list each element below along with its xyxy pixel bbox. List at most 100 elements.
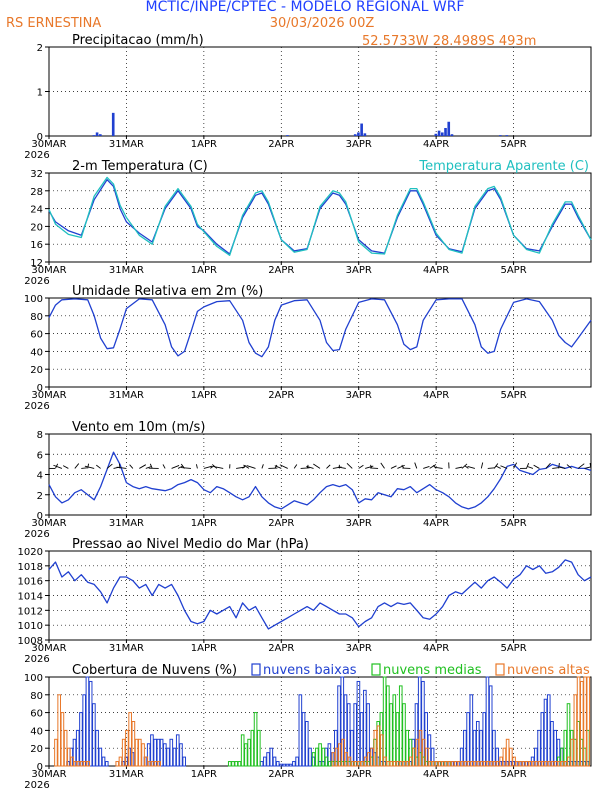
precip-bar: [360, 123, 363, 136]
clouds-bar: [544, 761, 549, 767]
clouds-bar: [256, 729, 261, 767]
temp-xtick-label: 1APR: [191, 265, 217, 276]
clouds-bar: [515, 761, 520, 767]
clouds-bar: [147, 761, 152, 767]
clouds-bar: [272, 756, 277, 767]
clouds-bar: [373, 729, 378, 767]
clouds-bar: [554, 761, 558, 767]
clouds-bar: [473, 761, 478, 767]
clouds-bar: [466, 712, 470, 767]
clouds-bar: [182, 756, 187, 767]
wind-barb: [513, 462, 518, 469]
clouds-bar: [476, 761, 481, 767]
clouds-bar: [483, 761, 487, 767]
wind-barb: [62, 465, 69, 469]
wind-barb: [432, 464, 437, 469]
precip-bar: [357, 132, 360, 136]
precip-bar: [363, 133, 367, 136]
clouds-bar: [412, 747, 416, 767]
clouds-bar: [244, 743, 248, 767]
wind-barb: [243, 464, 250, 469]
wind-barb: [558, 462, 560, 469]
cloud-legend-label: nuvens medias: [383, 663, 482, 678]
clouds-bar: [376, 725, 381, 767]
wind-barb: [326, 464, 331, 469]
wind-xtick-label: 5APR: [500, 518, 526, 529]
clouds-bar: [383, 756, 387, 767]
wind-barb: [390, 465, 397, 469]
clouds-bar: [402, 761, 407, 767]
wind-xtick-label: 2APR: [268, 518, 294, 529]
wind-barb: [480, 462, 484, 469]
clouds-bar: [70, 756, 74, 767]
clouds-bar: [263, 756, 267, 767]
clouds-bar: [166, 747, 170, 767]
wind-barb: [338, 466, 346, 469]
precip-bar: [444, 127, 447, 136]
clouds-bar: [247, 738, 251, 767]
clouds-bar: [282, 763, 287, 767]
wind-barb: [313, 463, 321, 469]
wind-barb: [87, 463, 89, 469]
pressure-xtick-label: 5APR: [500, 643, 526, 654]
clouds-bar: [486, 761, 491, 767]
wind-barb: [552, 467, 560, 469]
wind-barb: [434, 466, 443, 469]
wind-barb: [279, 464, 288, 469]
clouds-year-label: 2026: [24, 780, 49, 791]
wind-barb: [81, 467, 88, 469]
clouds-bar: [266, 752, 270, 767]
clouds-bar: [95, 729, 99, 767]
clouds-bar: [405, 729, 410, 767]
clouds-bar: [86, 761, 91, 767]
clouds-bar: [434, 761, 439, 767]
precip-bar: [111, 112, 115, 136]
clouds-bar: [295, 756, 299, 767]
clouds-bar: [418, 729, 423, 767]
clouds-bar: [363, 756, 368, 767]
clouds-bar: [60, 712, 65, 767]
wind-barb: [358, 464, 364, 469]
pressure-title: Pressao ao Nivel Medio do Mar (hPa): [72, 537, 309, 552]
clouds-title: Cobertura de Nuvens (%): [72, 663, 237, 678]
precip-bar: [286, 135, 289, 136]
clouds-bar: [505, 738, 510, 767]
clouds-bar: [472, 729, 477, 767]
clouds-bar: [382, 676, 387, 767]
wind-barb: [464, 465, 469, 469]
clouds-bar: [104, 761, 109, 767]
wind-barb: [213, 466, 224, 469]
pressure-xtick-label: 3APR: [346, 643, 372, 654]
clouds-bar: [525, 761, 529, 767]
wind-barb: [526, 463, 530, 469]
clouds-bar: [324, 756, 329, 767]
clouds-bar: [144, 756, 149, 767]
clouds-bar: [469, 694, 474, 767]
wind-barb: [455, 466, 463, 469]
clouds-bar: [85, 676, 90, 767]
clouds-bar: [359, 712, 364, 767]
clouds-bar: [450, 761, 455, 767]
clouds-bar: [179, 743, 183, 767]
pressure-xtick-label: 4APR: [423, 643, 449, 654]
pressure-xtick-label: 31MAR: [109, 643, 144, 654]
clouds-bar: [518, 761, 523, 767]
clouds-bar: [367, 752, 371, 767]
clouds-bar: [347, 756, 352, 767]
clouds-bar: [531, 761, 536, 767]
clouds-bar: [237, 761, 242, 767]
clouds-bar: [553, 729, 558, 767]
wind-ytick-label: 4: [37, 471, 43, 482]
clouds-bar: [528, 761, 533, 767]
clouds-bar: [560, 761, 565, 767]
clouds-bar: [389, 761, 394, 767]
clouds-bar: [492, 761, 497, 767]
clouds-bar: [395, 712, 400, 767]
wind-barb: [577, 463, 585, 469]
wind-xtick-label: 3APR: [346, 518, 372, 529]
wind-barb: [423, 466, 430, 469]
clouds-bar: [479, 761, 484, 767]
wind-barb: [589, 462, 592, 469]
rh-xtick-label: 31MAR: [109, 390, 144, 401]
wind-barb: [53, 464, 63, 469]
